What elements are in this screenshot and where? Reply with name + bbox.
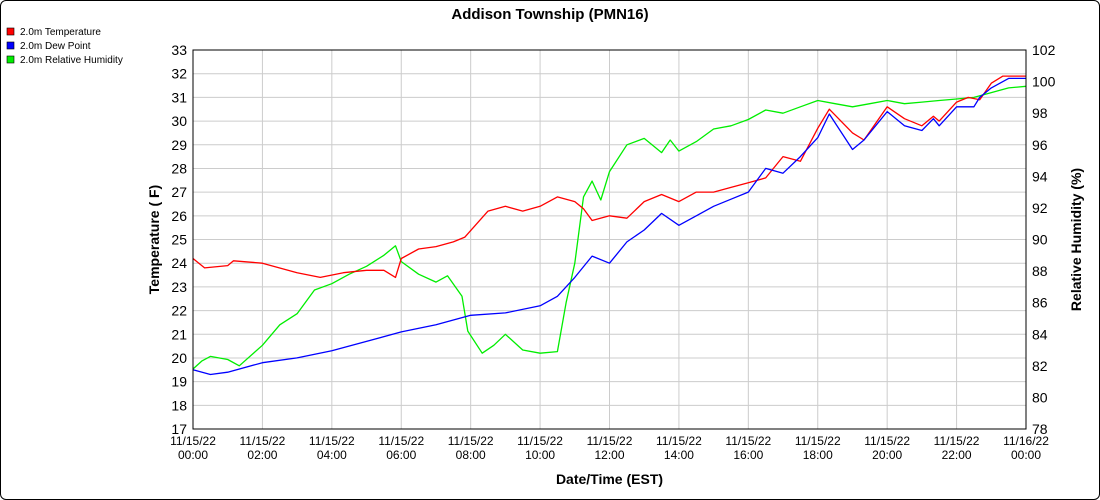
plot-border: [192, 49, 1027, 430]
y-tick-label: 23: [171, 279, 187, 295]
x-tick-label: 11/15/22 22:00: [934, 434, 980, 462]
x-axis-ticks: 11/15/22 00:00 11/15/22 02:00 11/15/22 04:00 1…: [170, 434, 1049, 462]
right-axis-ticks: 78 80 82 84 86 88 90 92 94 96 98 100 102: [1032, 42, 1056, 437]
y2-tick-label: 92: [1032, 200, 1048, 216]
x-tick-label: 11/15/22 00:00: [170, 434, 216, 462]
y-tick-label: 19: [171, 374, 187, 390]
y2-axis-label: Relative Humidity (%): [1068, 168, 1084, 311]
y-tick-label: 25: [171, 232, 187, 248]
x-tick-label: 11/15/22 04:00: [309, 434, 355, 462]
x-tick-label: 11/15/22 20:00: [864, 434, 910, 462]
y2-tick-label: 98: [1032, 105, 1048, 121]
y-tick-label: 20: [171, 350, 187, 366]
legend-swatch: [6, 55, 15, 64]
y2-tick-label: 80: [1032, 389, 1048, 405]
legend-label: 2.0m Relative Humidity: [20, 55, 123, 66]
x-axis-label: Date/Time (EST): [556, 471, 663, 487]
y-tick-label: 29: [171, 137, 187, 153]
x-tick-label: 11/15/22 16:00: [725, 434, 771, 462]
x-tick-label: 11/15/22 06:00: [378, 434, 424, 462]
y2-tick-label: 86: [1032, 295, 1048, 311]
grid: [192, 49, 1027, 430]
y2-tick-label: 94: [1032, 168, 1048, 184]
y-tick-label: 28: [171, 160, 187, 176]
legend-swatch: [6, 27, 15, 36]
y-tick-label: 27: [171, 184, 187, 200]
x-tick-label: 11/16/22 00:00: [1003, 434, 1049, 462]
y-tick-label: 31: [171, 89, 187, 105]
y-tick-label: 26: [171, 208, 187, 224]
y2-tick-label: 82: [1032, 358, 1048, 374]
legend-swatch: [6, 41, 15, 50]
y-axis-label: Temperature ( F): [146, 185, 162, 294]
y-tick-label: 21: [171, 326, 187, 342]
y2-tick-label: 88: [1032, 263, 1048, 279]
series-layer: [192, 75, 1027, 376]
y-tick-label: 30: [171, 113, 187, 129]
y2-tick-label: 84: [1032, 326, 1048, 342]
x-tick-label: 11/15/22 14:00: [656, 434, 702, 462]
x-tick-label: 11/15/22 18:00: [795, 434, 841, 462]
y-tick-label: 22: [171, 303, 187, 319]
y2-tick-label: 96: [1032, 137, 1048, 153]
y-tick-label: 32: [171, 66, 187, 82]
y2-tick-label: 78: [1032, 421, 1048, 437]
y-tick-label: 24: [171, 255, 187, 271]
y2-tick-label: 102: [1032, 42, 1056, 58]
left-axis-ticks: 17 18 19 20 21 22 23 24 25 26 27 28 29 30 31 32 33: [171, 42, 187, 437]
legend: 2.0m Temperature 2.0m Dew Point 2.0m Relat…: [6, 27, 123, 66]
x-tick-label: 11/15/22 10:00: [517, 434, 563, 462]
series-line-2-0m-relative-humidity: [192, 85, 1027, 370]
y2-tick-label: 100: [1032, 74, 1056, 90]
legend-label: 2.0m Dew Point: [20, 41, 91, 52]
y-tick-label: 18: [171, 397, 187, 413]
legend-label: 2.0m Temperature: [20, 27, 101, 38]
series-line-2-0m-temperature: [192, 75, 1026, 279]
x-tick-label: 11/15/22 02:00: [240, 434, 286, 462]
y2-tick-label: 90: [1032, 232, 1048, 248]
x-tick-label: 11/15/22 12:00: [587, 434, 633, 462]
y-tick-label: 17: [171, 421, 187, 437]
x-tick-label: 11/15/22 08:00: [448, 434, 494, 462]
series-line-2-0m-dew-point: [192, 77, 1026, 376]
y-tick-label: 33: [171, 42, 187, 58]
chart-title: Addison Township (PMN16): [451, 6, 648, 23]
